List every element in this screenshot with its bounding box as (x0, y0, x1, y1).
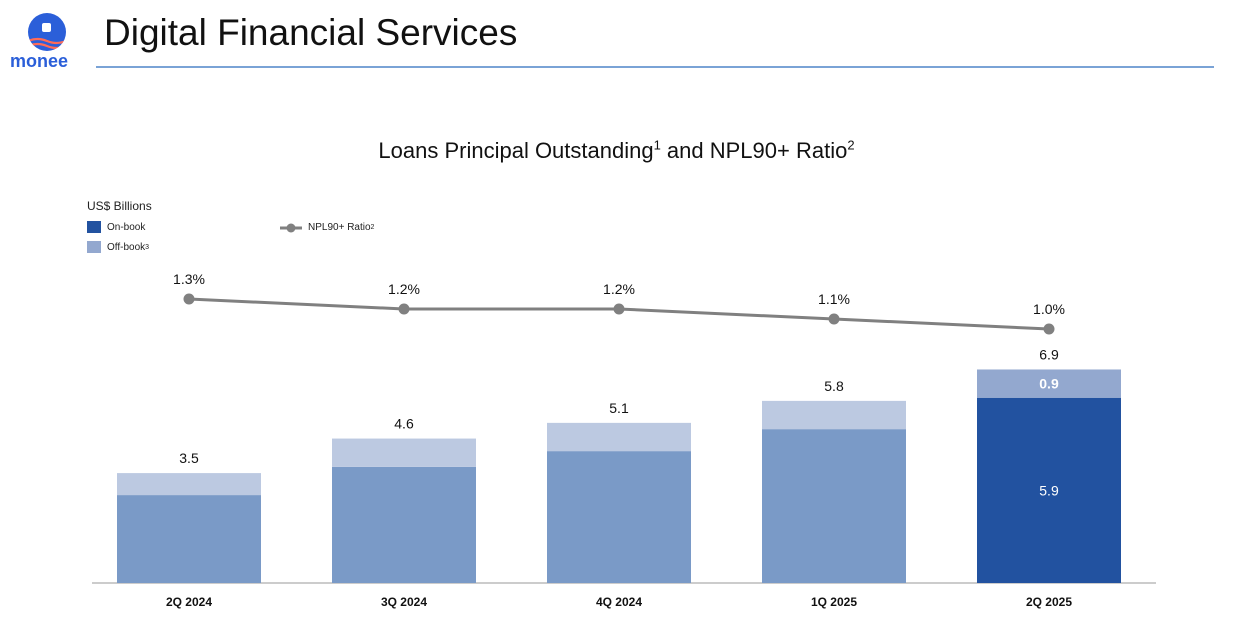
page-title: Digital Financial Services (104, 12, 518, 53)
legend-swatch-off-book (87, 241, 101, 253)
x-tick-label: 3Q 2024 (381, 595, 427, 609)
bar-total-label: 3.5 (179, 450, 199, 466)
bar-on-book (332, 466, 476, 583)
bar-total-label: 4.6 (394, 416, 414, 432)
npl-value-label: 1.2% (603, 281, 635, 297)
bar-on-book (117, 495, 261, 583)
bar-on-book (977, 397, 1121, 583)
bar-total-label: 5.8 (824, 378, 844, 394)
bar-total-label: 6.9 (1039, 346, 1059, 362)
legend-item-on-book: On-book (87, 221, 145, 233)
npl-point (828, 313, 840, 325)
bar-on-book (762, 429, 906, 583)
npl-value-label: 1.3% (173, 271, 205, 287)
bar-off-book (977, 369, 1121, 398)
bar-off-book (117, 473, 261, 496)
monee-logo: monee (10, 10, 88, 72)
npl-point (613, 303, 625, 315)
bar-total-label: 5.1 (609, 400, 629, 416)
chart-title: Loans Principal Outstanding1 and NPL90+ … (378, 137, 855, 163)
x-tick-label: 4Q 2024 (596, 595, 642, 609)
npl-point (183, 293, 195, 305)
logo-text: monee (10, 51, 69, 71)
bar-off-book (762, 400, 906, 430)
x-tick-label: 2Q 2024 (166, 595, 212, 609)
x-tick-label: 2Q 2025 (1026, 595, 1072, 609)
on-book-value-label: 5.9 (1039, 482, 1059, 498)
logo-mark (28, 13, 66, 51)
npl-value-label: 1.0% (1033, 301, 1065, 317)
legend-line-marker (280, 223, 302, 232)
bar-off-book (332, 438, 476, 467)
bar-on-book (547, 451, 691, 583)
npl-value-label: 1.2% (388, 281, 420, 297)
title-divider (96, 66, 1214, 68)
x-tick-label: 1Q 2025 (811, 595, 857, 609)
npl-point (398, 303, 410, 315)
units-label: US$ Billions (87, 199, 152, 213)
legend-swatch-on-book (87, 221, 101, 233)
npl-point (1043, 323, 1055, 335)
bar-off-book (547, 422, 691, 452)
off-book-value-label: 0.9 (1039, 376, 1059, 392)
legend-item-off-book: Off-book 3 (87, 241, 149, 253)
legend-item-npl: NPL90+ Ratio 2 (280, 222, 374, 233)
npl-value-label: 1.1% (818, 291, 850, 307)
